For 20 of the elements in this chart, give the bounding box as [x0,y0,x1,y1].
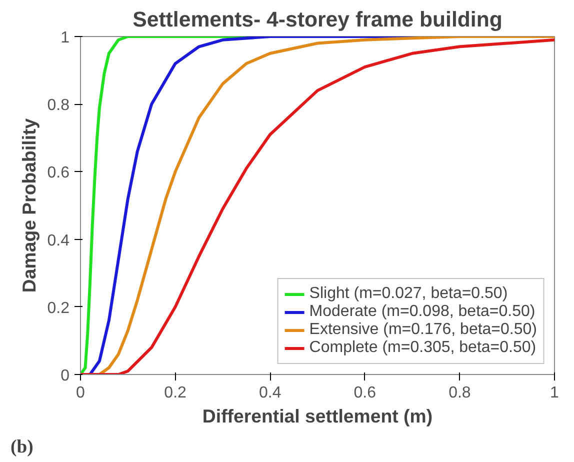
legend-label: Complete (m=0.305, beta=0.50) [309,339,536,357]
y-tick-label: 0.6 [47,164,70,182]
x-axis-title: Differential settlement (m) [202,406,433,426]
text: (b) [10,436,34,458]
legend-label: Slight (m=0.027, beta=0.50) [309,285,508,303]
x-tick-label: 0.4 [258,384,282,402]
x-tick-label: 0.6 [354,384,376,402]
y-tick-label: 0 [60,368,70,384]
x-tick-label: 0.8 [448,384,471,402]
y-tick-label: 0.2 [47,300,70,317]
legend-label: Moderate (m=0.098, beta=0.50) [309,303,536,321]
chart-title: Settlements- 4-storey frame building [132,8,502,32]
y-tick-label: 0.4 [47,232,70,250]
x-tick-label: 1 [550,384,560,402]
x-tick-label: 0.2 [164,384,187,402]
x-tick-label: 0 [76,384,86,402]
y-axis-title: Damage Probability [18,118,40,293]
y-tick-label: 1 [60,30,70,46]
y-tick-label: 0.8 [47,97,70,114]
legend-label: Extensive (m=0.176, beta=0.50) [309,321,537,339]
